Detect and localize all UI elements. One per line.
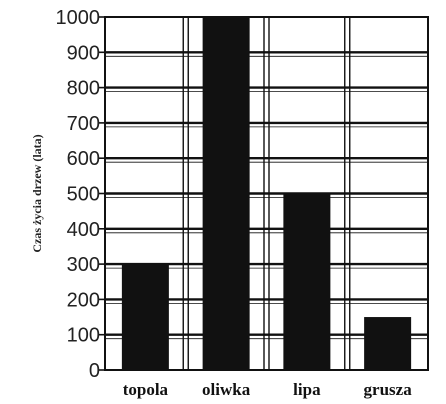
x-tick-label-lipa: lipa <box>293 380 321 399</box>
y-axis-ticks: 0 100 200 300 400 500 600 700 800 900 1000 <box>56 7 105 382</box>
y-tick-label-500: 500 <box>67 184 100 206</box>
y-tick-label-0: 0 <box>89 360 100 382</box>
y-tick-label-600: 600 <box>67 148 100 170</box>
x-axis-labels: topola oliwka lipa grusza <box>123 380 412 399</box>
x-tick-label-topola: topola <box>123 380 169 399</box>
y-tick-label-800: 800 <box>67 78 100 100</box>
y-axis-label: Czas życia drzew (lata) <box>30 134 44 252</box>
x-tick-label-grusza: grusza <box>364 380 413 399</box>
bars <box>121 17 412 370</box>
bar-lipa <box>283 193 331 370</box>
y-tick-label-400: 400 <box>67 219 100 241</box>
bar-topola <box>121 264 169 370</box>
y-tick-label-900: 900 <box>67 42 100 64</box>
y-tick-label-200: 200 <box>67 289 100 311</box>
bar-grusza <box>364 317 412 370</box>
x-tick-label-oliwka: oliwka <box>202 380 251 399</box>
y-tick-label-1000: 1000 <box>56 7 101 29</box>
y-tick-label-300: 300 <box>67 254 100 276</box>
bar-oliwka <box>202 17 250 370</box>
y-tick-label-100: 100 <box>67 325 100 347</box>
y-tick-label-700: 700 <box>67 113 100 135</box>
